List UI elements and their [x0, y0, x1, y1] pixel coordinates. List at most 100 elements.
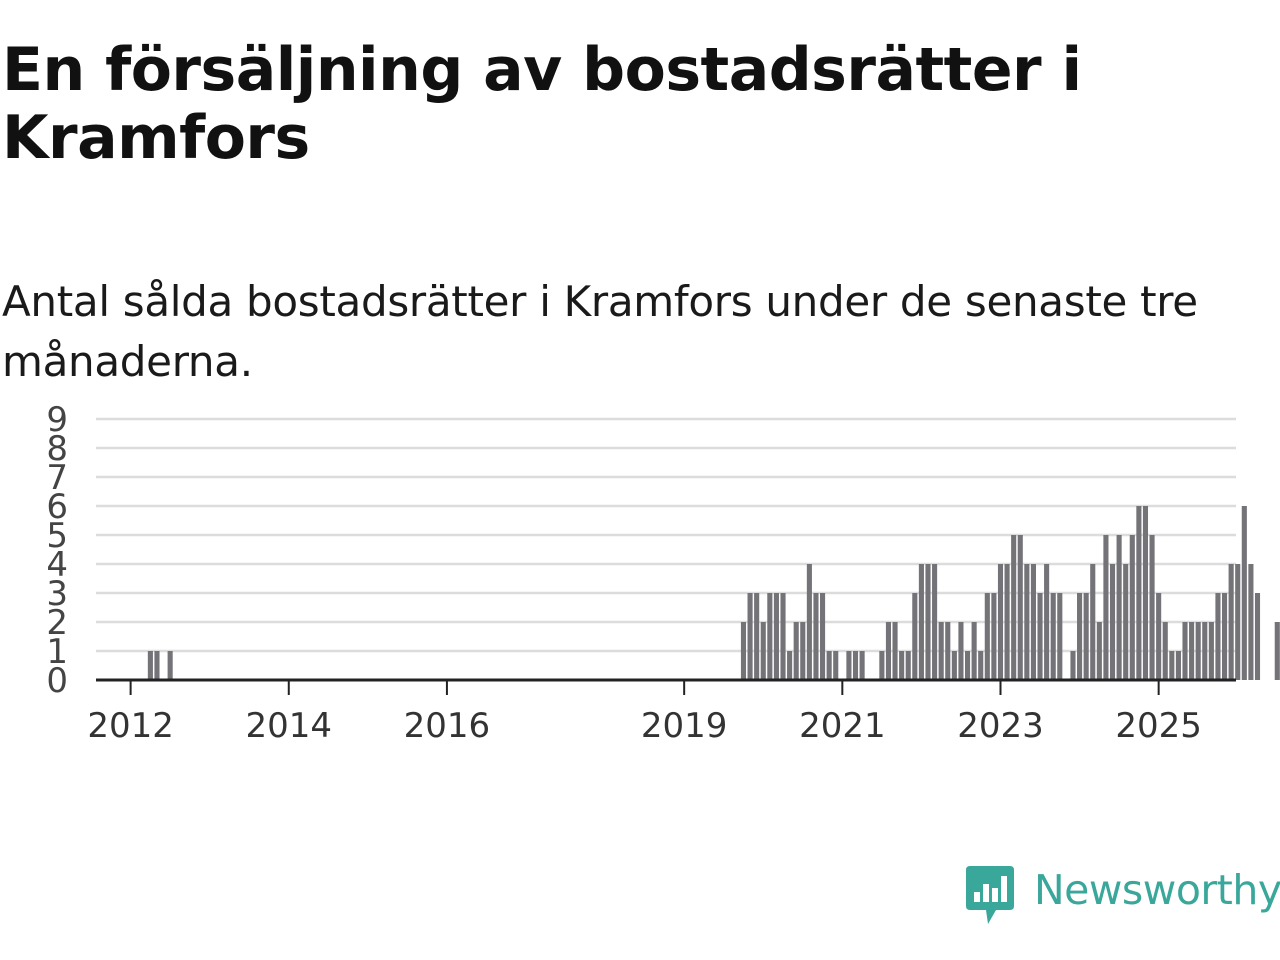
bar — [1017, 535, 1023, 680]
bar — [1189, 622, 1195, 680]
bar — [147, 651, 153, 680]
bar — [846, 651, 852, 680]
bar — [1090, 564, 1096, 680]
bar — [167, 651, 173, 680]
y-tick-label: 5 — [46, 516, 68, 556]
bar — [1149, 535, 1155, 680]
bar — [1241, 506, 1247, 680]
bar — [879, 651, 885, 680]
bar — [1202, 622, 1208, 680]
bar — [1024, 564, 1030, 680]
bar — [918, 564, 924, 680]
bar — [787, 651, 793, 680]
grid-lines — [96, 417, 1236, 653]
x-tick-label: 2025 — [1115, 706, 1202, 740]
bars — [147, 506, 1280, 680]
bar — [859, 651, 865, 680]
brand-name: Newsworthy — [1034, 866, 1280, 914]
y-tick-label: 0 — [46, 661, 68, 701]
bar — [1228, 564, 1234, 680]
x-tick-label: 2012 — [87, 706, 174, 740]
bar — [1162, 622, 1168, 680]
bar — [1011, 535, 1017, 680]
bar — [1123, 564, 1129, 680]
bar — [1044, 564, 1050, 680]
bar — [945, 622, 951, 680]
y-tick-label: 2 — [46, 603, 68, 643]
bar — [912, 593, 918, 680]
bar — [780, 593, 786, 680]
bar — [820, 593, 826, 680]
bar — [1175, 651, 1181, 680]
bar — [833, 651, 839, 680]
bar — [958, 622, 964, 680]
bar — [747, 593, 753, 680]
x-tick-label: 2021 — [799, 706, 886, 740]
bar — [1103, 535, 1109, 680]
bar — [1004, 564, 1010, 680]
bar — [754, 593, 760, 680]
bar — [1077, 593, 1083, 680]
bar — [905, 651, 911, 680]
y-tick-label: 1 — [46, 632, 68, 672]
bar — [1156, 593, 1162, 680]
bar — [793, 622, 799, 680]
chart-subtitle: Antal sålda bostadsrätter i Kramfors und… — [2, 277, 1198, 386]
chart-title: En försäljning av bostadsrätter i Kramfo… — [2, 35, 1082, 173]
bar — [978, 651, 984, 680]
bar — [1195, 622, 1201, 680]
bar — [1274, 622, 1280, 680]
bar — [1109, 564, 1116, 680]
y-tick-label: 7 — [46, 458, 68, 498]
y-tick-label: 4 — [46, 545, 68, 585]
bar — [154, 651, 160, 680]
bar — [1037, 593, 1043, 680]
bar — [892, 622, 898, 680]
x-tick-label: 2014 — [246, 706, 333, 740]
bar — [1129, 535, 1135, 680]
y-tick-label: 6 — [46, 487, 68, 527]
bar — [1208, 622, 1214, 680]
x-tick-label: 2019 — [641, 706, 728, 740]
bar — [1136, 506, 1142, 680]
y-tick-label: 9 — [46, 400, 68, 440]
bar — [899, 651, 905, 680]
newsworthy-logo — [966, 866, 1014, 924]
bar — [1248, 564, 1254, 680]
bar — [1169, 651, 1175, 680]
bar — [925, 564, 931, 680]
x-tick-label: 2023 — [957, 706, 1044, 740]
bar — [740, 622, 747, 680]
bar — [1254, 593, 1261, 680]
bar — [852, 651, 859, 680]
bar — [1050, 593, 1056, 680]
bar — [760, 622, 766, 680]
bar — [997, 564, 1004, 680]
bar — [806, 564, 812, 680]
bar — [773, 593, 779, 680]
bar — [1083, 593, 1089, 680]
bar — [1030, 564, 1036, 680]
bar — [767, 593, 773, 680]
bar — [991, 593, 997, 680]
bar — [984, 593, 990, 680]
bar — [938, 622, 944, 680]
bar — [1116, 535, 1122, 680]
newsworthy-logo-icon — [966, 866, 1014, 924]
bar — [951, 651, 957, 680]
bar — [885, 622, 892, 680]
bar — [826, 651, 832, 680]
bar — [1215, 593, 1221, 680]
bar — [1182, 622, 1188, 680]
bar — [1142, 506, 1149, 680]
y-tick-label: 3 — [46, 574, 68, 614]
bar — [1057, 593, 1063, 680]
bar — [1235, 564, 1241, 680]
y-tick-label: 8 — [46, 429, 68, 469]
bar — [971, 622, 977, 680]
x-tick-label: 2016 — [404, 706, 491, 740]
bar — [964, 651, 971, 680]
bar — [800, 622, 806, 680]
